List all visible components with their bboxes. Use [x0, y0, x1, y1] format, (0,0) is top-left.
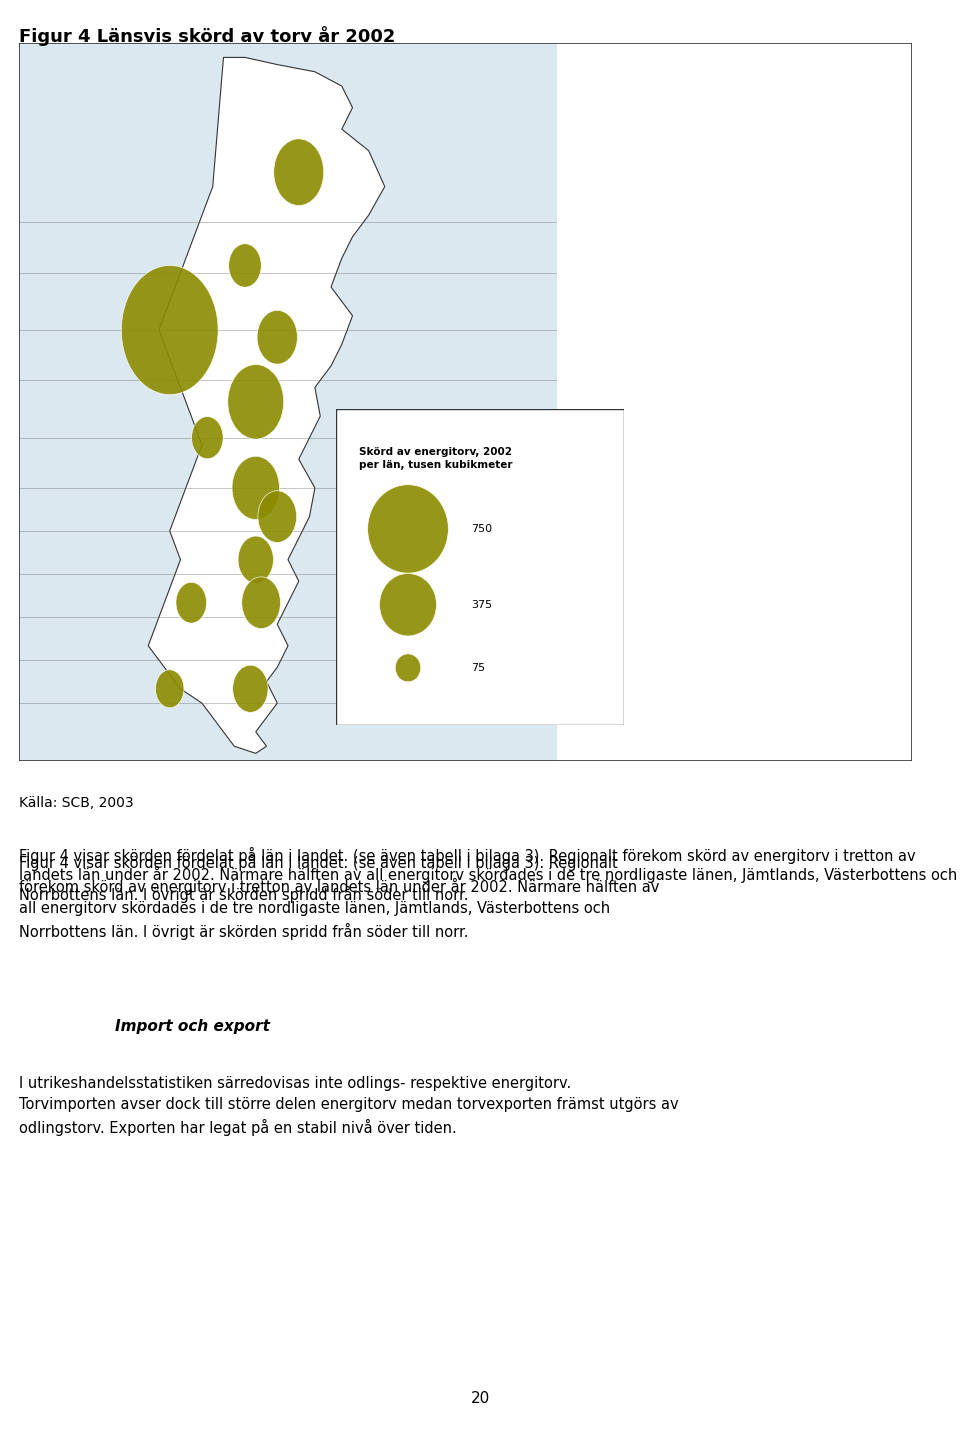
Text: 375: 375: [471, 600, 492, 610]
Text: Figur 4 visar skörden fördelat på län i landet. (se även tabell i bilaga 3). Reg: Figur 4 visar skörden fördelat på län i …: [19, 854, 660, 940]
Circle shape: [257, 310, 298, 364]
Circle shape: [176, 583, 206, 623]
Text: Figur 4 visar skörden fördelat på län i landet. (se även tabell i bilaga 3). Reg: Figur 4 visar skörden fördelat på län i …: [19, 847, 957, 903]
Circle shape: [232, 666, 268, 712]
Text: 75: 75: [471, 663, 486, 673]
Circle shape: [121, 265, 218, 395]
Text: 20: 20: [470, 1392, 490, 1406]
Circle shape: [228, 244, 261, 287]
Circle shape: [368, 485, 448, 573]
Circle shape: [242, 577, 280, 629]
Circle shape: [232, 456, 279, 519]
Circle shape: [238, 537, 274, 583]
Text: Källa: SCB, 2003: Källa: SCB, 2003: [19, 796, 133, 811]
Text: I utrikeshandelsstatistiken särredovisas inte odlings- respektive energitorv.
To: I utrikeshandelsstatistiken särredovisas…: [19, 1076, 679, 1137]
Polygon shape: [148, 57, 385, 753]
Text: Figur 4 Länsvis skörd av torv år 2002: Figur 4 Länsvis skörd av torv år 2002: [19, 26, 396, 46]
Text: Import och export: Import och export: [115, 1019, 270, 1033]
Circle shape: [258, 491, 297, 542]
Circle shape: [228, 364, 283, 439]
Text: Skörd av energitorv, 2002
per län, tusen kubikmeter: Skörd av energitorv, 2002 per län, tusen…: [359, 446, 513, 471]
Circle shape: [156, 670, 184, 707]
Circle shape: [192, 416, 223, 459]
Circle shape: [396, 654, 420, 682]
FancyBboxPatch shape: [336, 409, 624, 725]
FancyBboxPatch shape: [19, 43, 557, 761]
Text: 750: 750: [471, 524, 492, 534]
Circle shape: [274, 139, 324, 205]
Circle shape: [379, 574, 437, 636]
